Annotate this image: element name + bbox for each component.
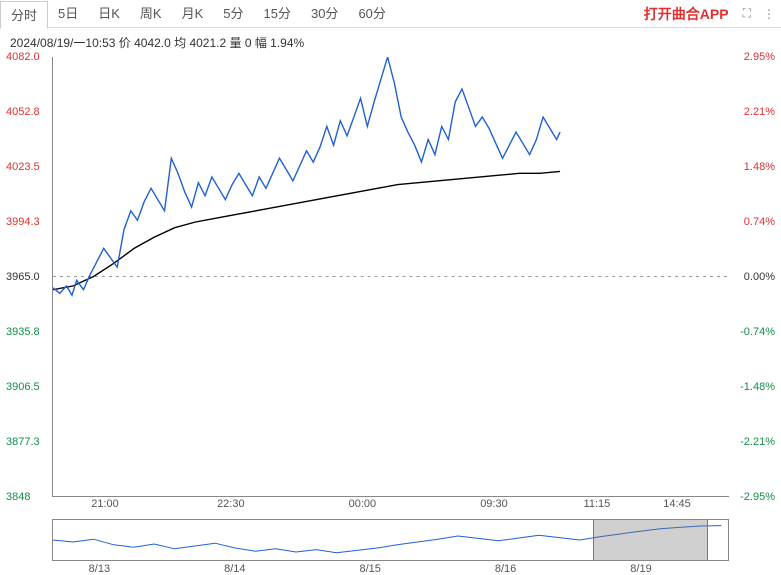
- x-axis-ticks: 21:0022:3000:0009:3011:1514:45: [105, 498, 677, 512]
- tab-60分[interactable]: 60分: [348, 0, 395, 28]
- tab-分时[interactable]: 分时: [0, 1, 48, 29]
- x-tick: 22:30: [217, 498, 245, 510]
- tab-bar: 分时5日日K周K月K5分15分30分60分 打开曲合APP⛶⋮: [0, 0, 781, 28]
- avg-line: [53, 171, 560, 289]
- tab-5分[interactable]: 5分: [213, 0, 253, 28]
- y-right-tick: 0.74%: [744, 216, 775, 228]
- y-axis-right: 2.95%2.21%1.48%0.74%0.00%-0.74%-1.48%-2.…: [731, 57, 781, 497]
- more-icon[interactable]: ⋮: [757, 7, 781, 21]
- y-right-tick: 2.21%: [744, 106, 775, 118]
- info-bar: 2024/08/19/一10:53 价 4042.0 均 4021.2 量 0 …: [0, 28, 781, 57]
- footer-tick: 8/13: [89, 563, 110, 575]
- y-left-tick: 4052.8: [6, 106, 40, 118]
- y-right-tick: 0.00%: [744, 271, 775, 283]
- footer-tick: 8/15: [359, 563, 380, 575]
- y-right-tick: -2.21%: [740, 436, 775, 448]
- y-left-tick: 3935.8: [6, 326, 40, 338]
- y-right-tick: -0.74%: [740, 326, 775, 338]
- y-left-tick: 3965.0: [6, 271, 40, 283]
- footer-tick: 8/19: [630, 563, 651, 575]
- y-right-tick: 2.95%: [744, 51, 775, 63]
- y-left-tick: 4082.0: [6, 51, 40, 63]
- y-left-tick: 3906.5: [6, 381, 40, 393]
- expand-icon[interactable]: ⛶: [737, 6, 757, 21]
- x-tick: 09:30: [480, 498, 508, 510]
- x-tick: 21:00: [91, 498, 119, 510]
- y-right-tick: 1.48%: [744, 161, 775, 173]
- y-left-tick: 3877.3: [6, 436, 40, 448]
- footer-tick: 8/16: [495, 563, 516, 575]
- x-tick: 14:45: [663, 498, 691, 510]
- y-right-tick: -2.95%: [740, 491, 775, 503]
- main-chart: 4082.04052.84023.53994.33965.03935.83906…: [0, 57, 781, 497]
- y-right-tick: -1.48%: [740, 381, 775, 393]
- y-left-tick: 3848: [6, 491, 30, 503]
- tab-周K[interactable]: 周K: [130, 0, 172, 28]
- info-text: 2024/08/19/一10:53 价 4042.0 均 4021.2 量 0 …: [10, 36, 304, 50]
- tab-日K[interactable]: 日K: [88, 0, 130, 28]
- x-tick: 00:00: [349, 498, 377, 510]
- x-tick: 11:15: [584, 498, 611, 510]
- overview-footer: 8/138/148/158/168/19: [0, 519, 781, 571]
- tab-15分[interactable]: 15分: [254, 0, 301, 28]
- footer-tick: 8/14: [224, 563, 245, 575]
- y-axis-left: 4082.04052.84023.53994.33965.03935.83906…: [0, 57, 50, 497]
- open-app-link[interactable]: 打开曲合APP: [636, 4, 737, 24]
- mini-chart[interactable]: [52, 519, 729, 561]
- y-left-tick: 4023.5: [6, 161, 40, 173]
- selection-box[interactable]: [593, 520, 708, 560]
- footer-ticks: 8/13 8/14 8/15 8/16 8/19: [52, 563, 729, 575]
- y-left-tick: 3994.3: [6, 216, 40, 228]
- plot-area[interactable]: 21:0022:3000:0009:3011:1514:45: [52, 57, 729, 497]
- tab-月K[interactable]: 月K: [172, 0, 214, 28]
- tab-5日[interactable]: 5日: [48, 0, 88, 28]
- tab-30分[interactable]: 30分: [301, 0, 348, 28]
- chart-svg: [53, 57, 729, 496]
